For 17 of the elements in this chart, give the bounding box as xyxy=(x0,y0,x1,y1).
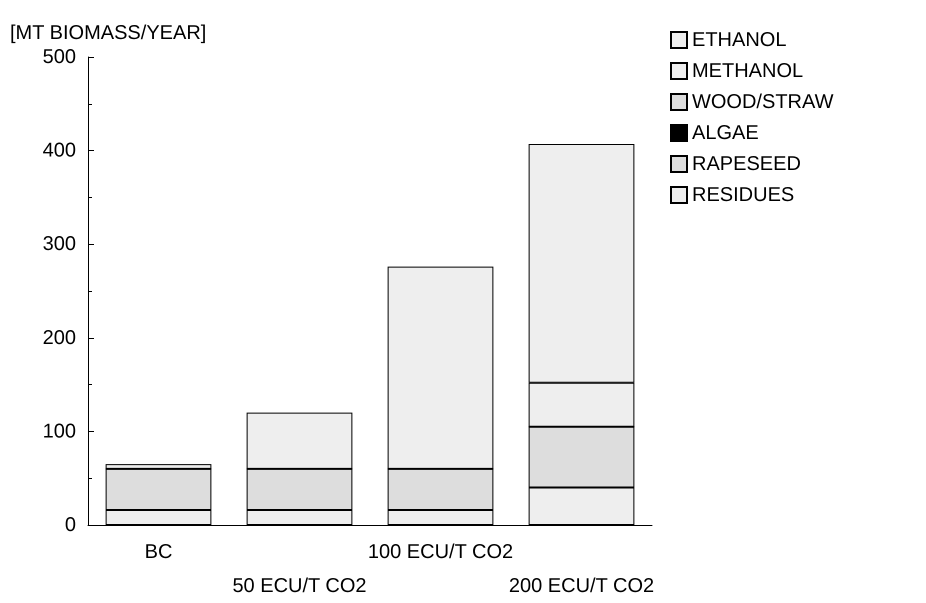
x-tick-label: 100 ECU/T CO2 xyxy=(368,541,514,563)
y-tick-label: 300 xyxy=(42,233,76,256)
legend-label: RESIDUES xyxy=(692,184,794,206)
y-tick-label: 200 xyxy=(42,326,76,349)
x-tick-label: 50 ECU/T CO2 xyxy=(232,575,367,597)
legend-label: ALGAE xyxy=(692,122,759,144)
x-tick-label: BC xyxy=(144,541,172,563)
y-tick-label: 500 xyxy=(42,46,76,68)
y-tick-label: 0 xyxy=(64,514,76,536)
legend-label: METHANOL xyxy=(692,60,804,82)
y-tick-label: 100 xyxy=(42,420,76,442)
x-tick-label: 200 ECU/T CO2 xyxy=(508,575,654,597)
legend-label: ETHANOL xyxy=(692,29,786,51)
legend-label: WOOD/STRAW xyxy=(692,91,834,113)
legend-label: RAPESEED xyxy=(692,153,801,175)
y-tick-label: 400 xyxy=(42,140,76,162)
y-axis-title: [MT BIOMASS/YEAR] xyxy=(10,22,206,44)
